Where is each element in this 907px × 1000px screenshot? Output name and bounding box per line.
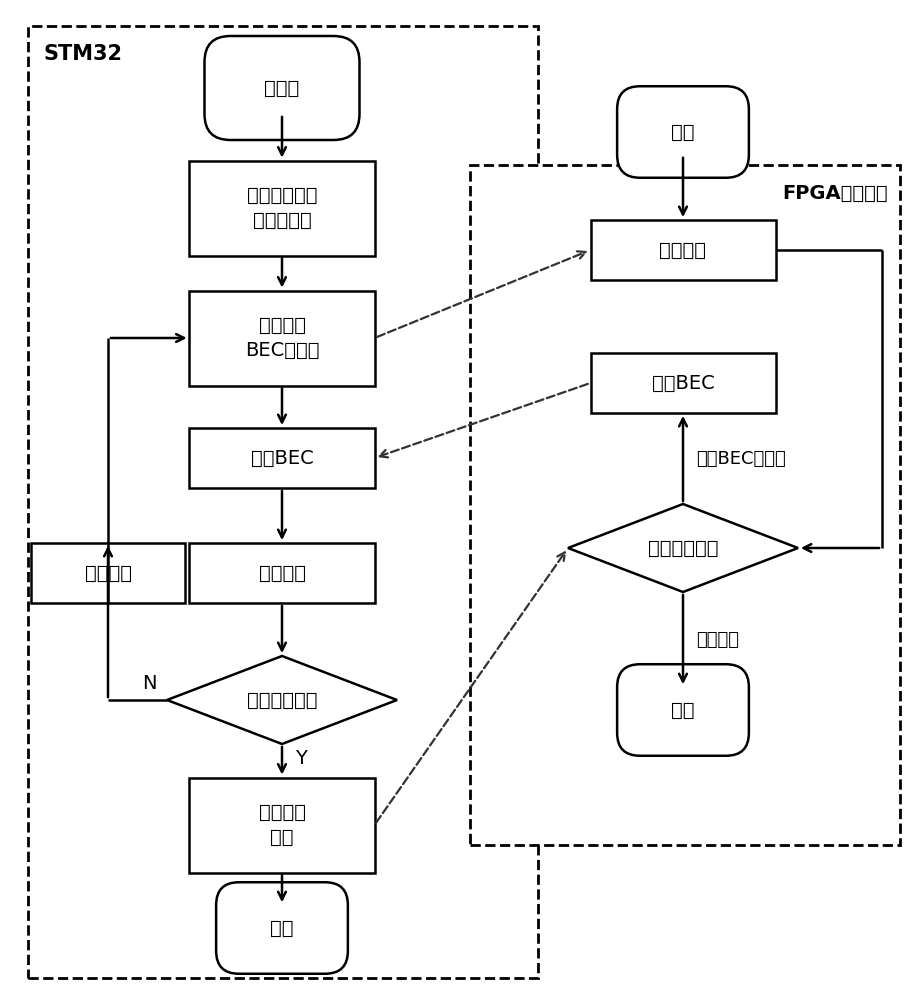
Text: 请求BEC的指令: 请求BEC的指令 [696,450,785,468]
Text: 执行算法: 执行算法 [258,564,306,582]
Text: 满足停止条件: 满足停止条件 [247,690,317,710]
Bar [190,543,375,603]
Text: 发送BEC: 发送BEC [651,373,715,392]
FancyBboxPatch shape [216,882,348,974]
Bar [190,161,375,255]
Text: FPGA串口部分: FPGA串口部分 [782,184,888,202]
Text: 接收指令: 接收指令 [659,240,707,259]
Text: 发送结束
指令: 发送结束 指令 [258,803,306,847]
Text: Y: Y [295,749,307,768]
Text: 发送请求
BEC的指令: 发送请求 BEC的指令 [245,316,319,360]
Text: 结束: 结束 [270,918,294,938]
Text: 初始化: 初始化 [264,79,299,98]
Text: 判断指令类型: 判断指令类型 [648,538,718,558]
Bar [28,26,538,978]
Text: 结束: 结束 [671,700,695,720]
Text: 结束指令: 结束指令 [696,631,739,649]
Bar [590,220,775,280]
Text: 接收BEC: 接收BEC [250,448,314,468]
Polygon shape [568,504,798,592]
Bar [190,290,375,385]
FancyBboxPatch shape [204,36,359,140]
Text: 执行算法: 执行算法 [84,564,132,582]
Bar [590,353,775,413]
Polygon shape [167,656,397,744]
Bar [470,165,900,845]
Text: STM32: STM32 [44,44,122,64]
Bar [31,543,186,603]
FancyBboxPatch shape [617,664,749,756]
Bar [190,428,375,488]
FancyBboxPatch shape [617,86,749,178]
Bar [190,778,375,872]
Text: 获取初始点的
延时、衰减: 获取初始点的 延时、衰减 [247,186,317,230]
Text: N: N [142,674,157,693]
Text: 开始: 开始 [671,122,695,141]
